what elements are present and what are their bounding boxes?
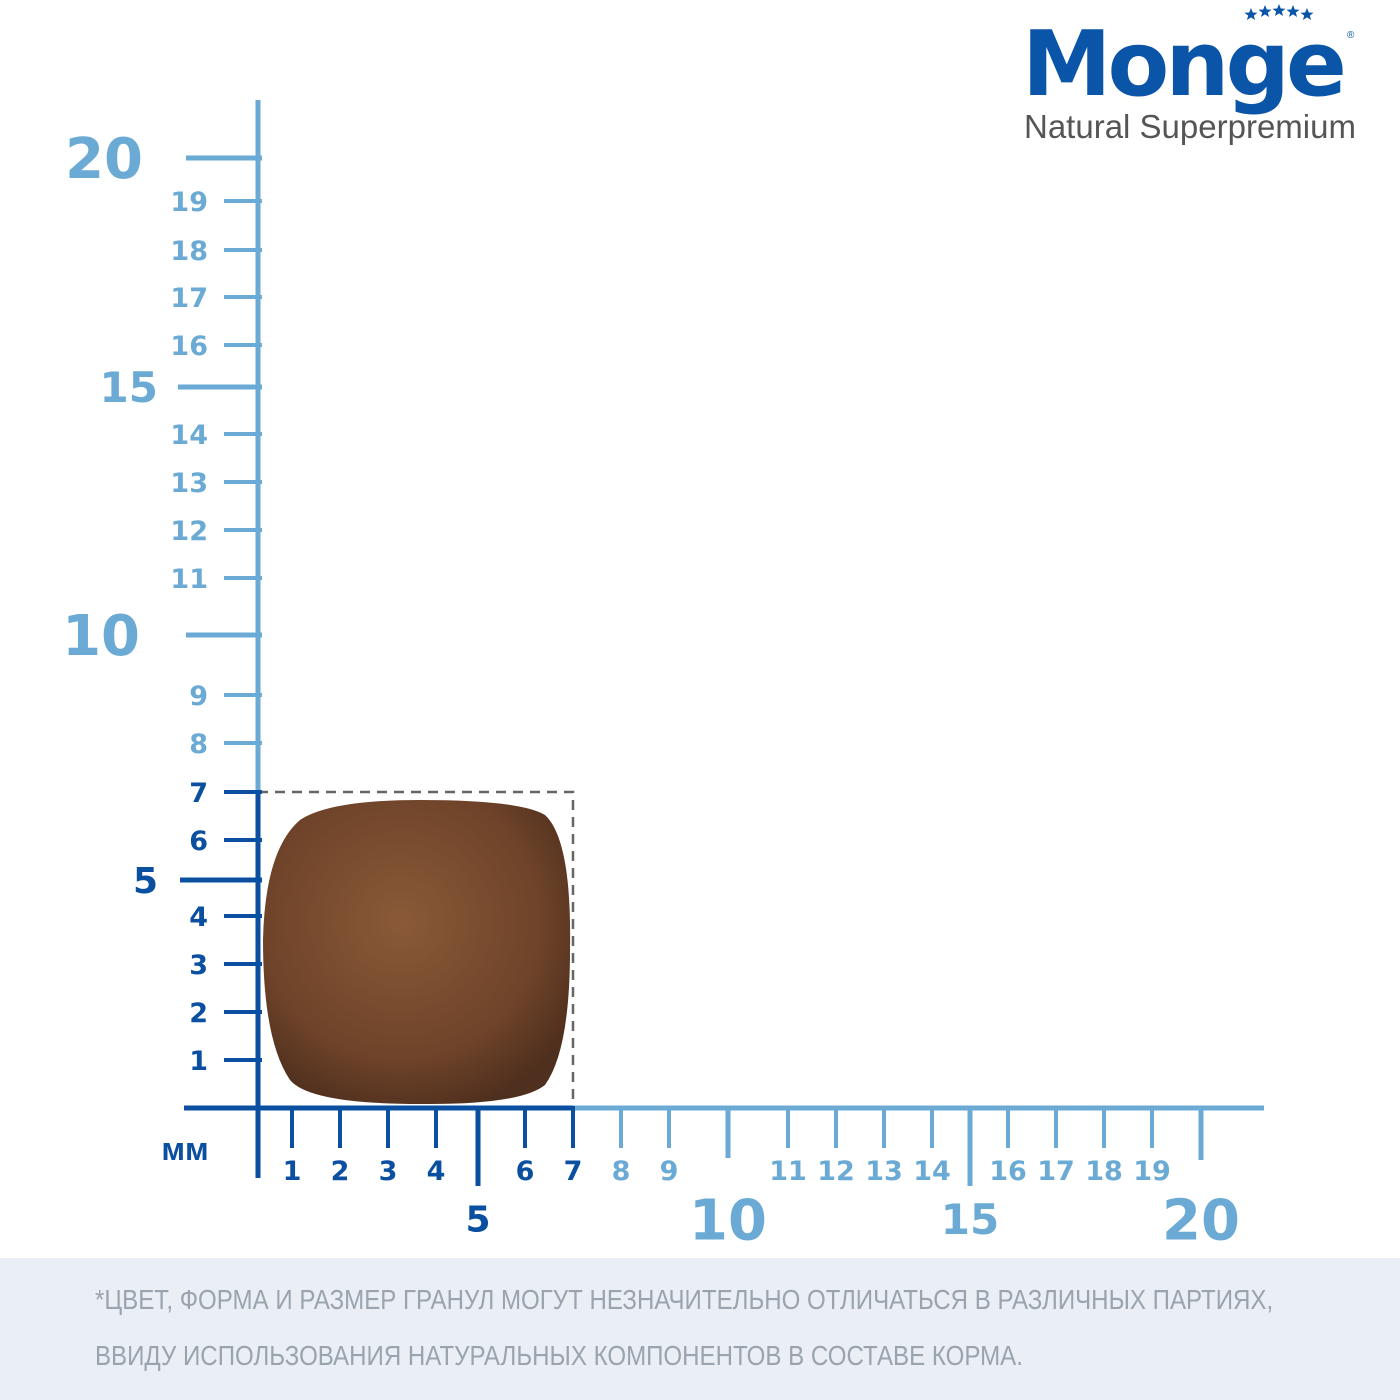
vertical-label-3: 3 bbox=[189, 950, 208, 981]
vertical-label-20: 20 bbox=[65, 127, 143, 192]
kibble-image bbox=[263, 800, 571, 1105]
logo-tagline: Natural Superpremium bbox=[1024, 108, 1356, 145]
vertical-label-15: 15 bbox=[100, 363, 158, 412]
horizontal-label-9: 9 bbox=[660, 1156, 679, 1187]
vertical-label-19: 19 bbox=[170, 187, 208, 218]
unit-label: мм bbox=[161, 1131, 208, 1167]
horizontal-label-10: 10 bbox=[689, 1188, 767, 1253]
disclaimer-line-1: *ЦВЕТ, ФОРМА И РАЗМЕР ГРАНУЛ МОГУТ НЕЗНА… bbox=[95, 1284, 1274, 1315]
horizontal-label-11: 11 bbox=[769, 1156, 807, 1187]
vertical-label-9: 9 bbox=[189, 681, 208, 712]
disclaimer-line-2: ВВИДУ ИСПОЛЬЗОВАНИЯ НАТУРАЛЬНЫХ КОМПОНЕН… bbox=[95, 1340, 1023, 1371]
horizontal-label-12: 12 bbox=[817, 1156, 855, 1187]
horizontal-label-13: 13 bbox=[865, 1156, 903, 1187]
stars-icon bbox=[1244, 4, 1314, 20]
vertical-label-5: 5 bbox=[133, 861, 158, 902]
disclaimer-footer: *ЦВЕТ, ФОРМА И РАЗМЕР ГРАНУЛ МОГУТ НЕЗНА… bbox=[0, 1258, 1400, 1400]
vertical-label-4: 4 bbox=[189, 902, 208, 933]
horizontal-label-18: 18 bbox=[1085, 1156, 1123, 1187]
vertical-label-8: 8 bbox=[189, 729, 208, 760]
horizontal-label-15: 15 bbox=[941, 1195, 999, 1244]
vertical-label-6: 6 bbox=[189, 826, 208, 857]
monge-logo: Monge ® Natural Superpremium bbox=[1022, 4, 1398, 148]
horizontal-label-20: 20 bbox=[1162, 1188, 1240, 1253]
vertical-label-7: 7 bbox=[189, 778, 208, 809]
horizontal-label-6: 6 bbox=[516, 1156, 535, 1187]
vertical-label-16: 16 bbox=[170, 331, 208, 362]
logo-wordmark-row: Monge ® bbox=[1022, 12, 1355, 117]
horizontal-label-3: 3 bbox=[379, 1156, 398, 1187]
vertical-label-2: 2 bbox=[189, 998, 208, 1029]
size-ruler: 1122334455667788991010111112121313141415… bbox=[62, 100, 1264, 1253]
horizontal-label-8: 8 bbox=[612, 1156, 631, 1187]
horizontal-label-2: 2 bbox=[331, 1156, 350, 1187]
horizontal-label-4: 4 bbox=[427, 1156, 446, 1187]
horizontal-label-1: 1 bbox=[283, 1156, 302, 1187]
vertical-label-14: 14 bbox=[170, 420, 208, 451]
horizontal-label-17: 17 bbox=[1037, 1156, 1075, 1187]
horizontal-label-19: 19 bbox=[1133, 1156, 1171, 1187]
horizontal-label-7: 7 bbox=[564, 1156, 583, 1187]
vertical-label-10: 10 bbox=[62, 604, 140, 669]
vertical-label-11: 11 bbox=[170, 564, 208, 595]
vertical-label-1: 1 bbox=[189, 1046, 208, 1077]
logo-wordmark: Monge bbox=[1022, 12, 1347, 117]
vertical-label-18: 18 bbox=[170, 236, 208, 267]
horizontal-label-5: 5 bbox=[465, 1200, 490, 1241]
vertical-label-12: 12 bbox=[170, 516, 208, 547]
vertical-label-17: 17 bbox=[170, 283, 208, 314]
horizontal-label-14: 14 bbox=[913, 1156, 951, 1187]
horizontal-label-16: 16 bbox=[989, 1156, 1027, 1187]
vertical-label-13: 13 bbox=[170, 468, 208, 499]
registered-icon: ® bbox=[1346, 30, 1355, 41]
